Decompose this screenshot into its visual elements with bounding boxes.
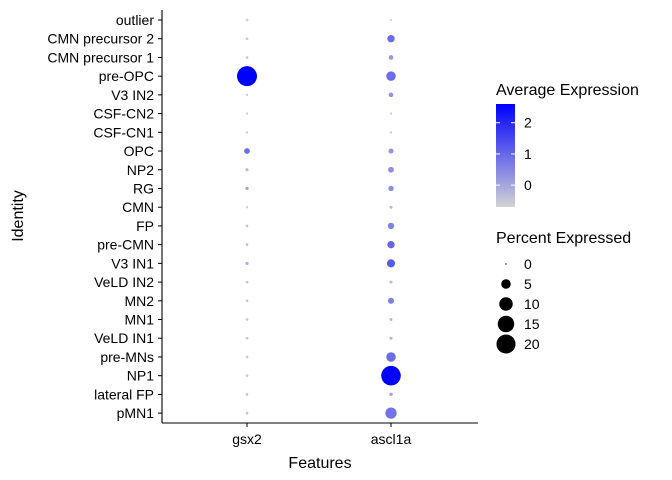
dot-point <box>389 318 393 322</box>
dot-point <box>387 240 395 249</box>
dot-point <box>245 131 249 134</box>
dot-point <box>387 222 395 230</box>
x-axis-title: Features <box>288 455 351 472</box>
dot-point <box>389 112 393 115</box>
y-tick-label: pMN1 <box>117 405 155 421</box>
color-legend-tick-label: 1 <box>524 146 532 162</box>
y-tick-label: CSF-CN2 <box>93 106 154 122</box>
y-tick-label: outlier <box>116 12 154 28</box>
y-tick-label: lateral FP <box>94 386 154 402</box>
y-tick-label: MN2 <box>124 293 154 309</box>
dot-point <box>245 206 249 209</box>
dot-point <box>245 112 249 115</box>
y-tick-label: pre-CMN <box>97 237 154 253</box>
y-tick-label: CSF-CN1 <box>93 124 154 140</box>
dot-point <box>245 299 249 303</box>
y-ticks <box>158 19 162 414</box>
dot-point <box>245 411 249 415</box>
dot-point <box>245 168 249 172</box>
y-tick-label: NP1 <box>127 368 154 384</box>
y-tick-label: V3 IN2 <box>111 87 154 103</box>
y-tick-label: NP2 <box>127 162 154 178</box>
y-tick-label: V3 IN1 <box>111 255 154 271</box>
color-legend-title: Average Expression <box>496 82 639 99</box>
y-tick-label: CMN <box>122 199 154 215</box>
size-legend-label: 15 <box>524 316 540 332</box>
dot-point <box>388 166 394 173</box>
dot-point <box>389 336 393 340</box>
color-legend-bar <box>496 104 515 207</box>
y-tick-label: RG <box>133 180 154 196</box>
size-legend-dot <box>501 279 511 289</box>
y-tick-label: VeLD IN1 <box>94 330 154 346</box>
y-tick-labels: pMN1 lateral FP NP1 pre-MNs VeLD IN1 MN1 MN2 Ve… <box>47 12 154 421</box>
dot-point <box>389 392 393 397</box>
dot-point <box>388 148 394 154</box>
y-tick-label: CMN precursor 2 <box>47 31 154 47</box>
dot-point <box>386 71 396 81</box>
dot-point <box>387 297 395 304</box>
color-legend: Average Expression 0 1 2 <box>496 82 639 207</box>
dot-point <box>244 148 250 154</box>
y-tick-label: pre-MNs <box>100 349 154 365</box>
size-legend-label: 5 <box>524 276 532 292</box>
dot-point <box>245 355 249 359</box>
dot-point <box>385 407 397 419</box>
dot-point <box>245 374 249 378</box>
dot-point <box>245 318 249 321</box>
dot-point <box>245 243 249 246</box>
y-tick-label: FP <box>136 218 154 234</box>
size-legend-dot <box>496 334 516 354</box>
size-legend-items: 0 5 10 15 20 <box>496 256 540 354</box>
y-tick-label: pre-OPC <box>99 68 154 84</box>
dot-point <box>381 365 401 386</box>
size-legend-dot <box>505 263 507 265</box>
dot-point <box>237 66 257 87</box>
size-legend-label: 10 <box>524 296 540 312</box>
color-legend-tick-label: 0 <box>524 177 532 193</box>
x-ticks <box>246 423 392 427</box>
y-axis-title: Identity <box>10 190 27 242</box>
dot-point <box>245 393 249 396</box>
dot-point <box>389 18 393 22</box>
dot-point <box>245 37 249 41</box>
y-tick-label: MN1 <box>124 312 154 328</box>
size-legend-dot <box>497 315 515 333</box>
size-legend-label: 0 <box>524 256 532 272</box>
dot-point <box>245 224 249 228</box>
y-tick-label: VeLD IN2 <box>94 274 154 290</box>
size-legend-label: 20 <box>524 336 540 352</box>
dot-point <box>245 280 249 284</box>
dot-point <box>386 259 396 268</box>
color-legend-ticks: 0 1 2 <box>496 115 532 193</box>
dot-point <box>388 92 394 98</box>
size-legend-title: Percent Expressed <box>496 230 631 247</box>
x-tick-label: ascl1a <box>371 431 412 447</box>
dot-point <box>245 261 249 266</box>
dot-point <box>389 205 393 209</box>
x-tick-labels: gsx2 ascl1a <box>232 431 411 447</box>
dot-point <box>245 56 249 59</box>
dot-point <box>388 185 394 192</box>
dot-point <box>245 186 249 191</box>
dot-point <box>389 131 393 134</box>
dot-point <box>387 35 395 43</box>
dot-point <box>245 18 249 22</box>
dot-point <box>386 352 396 362</box>
dot-point <box>245 336 249 340</box>
x-tick-label: gsx2 <box>232 431 262 447</box>
size-legend-dot <box>499 297 513 311</box>
dot-point <box>388 55 394 60</box>
dot-point <box>389 280 393 284</box>
y-tick-label: CMN precursor 1 <box>47 49 154 65</box>
size-legend: Percent Expressed 0 5 10 15 20 <box>496 230 631 354</box>
dot-point <box>245 93 249 97</box>
color-legend-tick-label: 2 <box>524 115 532 131</box>
dots <box>237 18 401 419</box>
y-tick-label: OPC <box>124 143 154 159</box>
